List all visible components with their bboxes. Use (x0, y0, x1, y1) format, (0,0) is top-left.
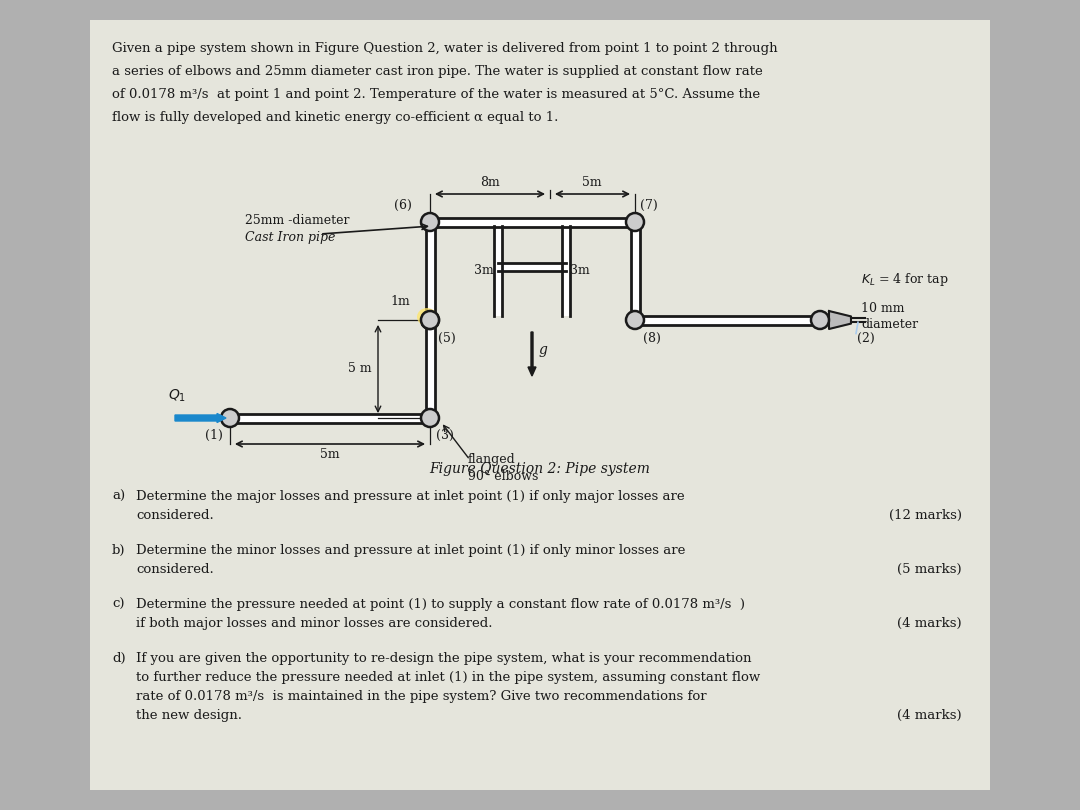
Text: Determine the pressure needed at point (1) to supply a constant flow rate of 0.0: Determine the pressure needed at point (… (136, 598, 745, 611)
Text: 25mm -diameter: 25mm -diameter (245, 214, 350, 227)
Text: $Q_1$: $Q_1$ (168, 388, 186, 404)
Text: a): a) (112, 490, 125, 503)
Text: (5): (5) (438, 332, 456, 345)
Bar (498, 263, 566, 271)
Text: rate of 0.0178 m³/s  is maintained in the pipe system? Give two recommendations : rate of 0.0178 m³/s is maintained in the… (136, 690, 706, 703)
Text: if both major losses and minor losses are considered.: if both major losses and minor losses ar… (136, 617, 492, 630)
Text: 3m: 3m (474, 265, 494, 278)
Text: the new design.: the new design. (136, 709, 242, 722)
Bar (494, 226, 502, 316)
Circle shape (421, 311, 438, 329)
Bar (426, 320, 434, 418)
Text: Cast Iron pipe: Cast Iron pipe (245, 231, 336, 244)
Text: flanged: flanged (468, 454, 516, 467)
Bar (631, 222, 639, 320)
Ellipse shape (417, 308, 437, 326)
Text: (8): (8) (643, 332, 661, 345)
FancyArrow shape (175, 413, 226, 423)
Text: 5m: 5m (320, 448, 340, 461)
Bar (90, 20, 990, 790)
Bar (230, 413, 430, 423)
Text: considered.: considered. (136, 563, 214, 576)
Text: (7): (7) (640, 199, 658, 212)
Text: (4 marks): (4 marks) (897, 617, 962, 630)
Text: (2): (2) (858, 332, 875, 345)
Text: 90° elbows: 90° elbows (468, 470, 538, 483)
Text: (4 marks): (4 marks) (897, 709, 962, 722)
Text: (3): (3) (436, 429, 454, 442)
Polygon shape (829, 311, 851, 329)
Text: g: g (539, 343, 548, 357)
Text: If you are given the opportunity to re-design the pipe system, what is your reco: If you are given the opportunity to re-d… (136, 652, 752, 665)
Text: 10 mm: 10 mm (861, 301, 905, 314)
Bar (562, 226, 570, 316)
Text: 5m: 5m (582, 176, 602, 189)
Text: (12 marks): (12 marks) (889, 509, 962, 522)
Text: b): b) (112, 544, 125, 557)
Text: d): d) (112, 652, 125, 665)
Text: (5 marks): (5 marks) (897, 563, 962, 576)
FancyArrow shape (528, 332, 536, 376)
Text: to further reduce the pressure needed at inlet (1) in the pipe system, assuming : to further reduce the pressure needed at… (136, 671, 760, 684)
Text: considered.: considered. (136, 509, 214, 522)
Circle shape (421, 213, 438, 231)
Text: of 0.0178 m³/s  at point 1 and point 2. Temperature of the water is measured at : of 0.0178 m³/s at point 1 and point 2. T… (112, 88, 760, 101)
Circle shape (421, 311, 438, 329)
Text: a series of elbows and 25mm diameter cast iron pipe. The water is supplied at co: a series of elbows and 25mm diameter cas… (112, 65, 762, 78)
Circle shape (811, 311, 829, 329)
Bar (430, 218, 635, 227)
Text: 5 m: 5 m (349, 363, 372, 376)
Text: Determine the major losses and pressure at inlet point (1) if only major losses : Determine the major losses and pressure … (136, 490, 685, 503)
Text: Determine the minor losses and pressure at inlet point (1) if only minor losses : Determine the minor losses and pressure … (136, 544, 686, 557)
Text: (1): (1) (205, 429, 222, 442)
Text: $K_L$ = 4 for tap: $K_L$ = 4 for tap (861, 271, 949, 288)
Text: diameter: diameter (861, 318, 918, 331)
Text: 8m: 8m (481, 176, 500, 189)
Text: Figure Question 2: Pipe system: Figure Question 2: Pipe system (430, 462, 650, 476)
Text: (6): (6) (394, 199, 411, 212)
Circle shape (626, 311, 644, 329)
Text: c): c) (112, 598, 124, 611)
Text: flow is fully developed and kinetic energy co-efficient α equal to 1.: flow is fully developed and kinetic ener… (112, 111, 558, 124)
Text: Given a pipe system shown in Figure Question 2, water is delivered from point 1 : Given a pipe system shown in Figure Ques… (112, 42, 778, 55)
Circle shape (221, 409, 239, 427)
Text: 1m: 1m (390, 295, 410, 308)
Text: 3m: 3m (570, 265, 590, 278)
Bar (426, 222, 434, 320)
Bar (635, 316, 820, 325)
Circle shape (626, 213, 644, 231)
Circle shape (421, 409, 438, 427)
